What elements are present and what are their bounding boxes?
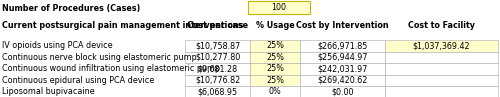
Bar xyxy=(185,52,250,63)
Bar xyxy=(250,74,300,86)
Bar xyxy=(300,86,385,97)
Bar xyxy=(250,40,300,52)
Bar xyxy=(248,1,310,14)
Bar xyxy=(300,40,385,52)
Text: 0%: 0% xyxy=(268,87,281,96)
Text: Number of Procedures (Cases): Number of Procedures (Cases) xyxy=(2,3,140,13)
Text: $10,277.80: $10,277.80 xyxy=(195,53,240,62)
Text: $269,420.62: $269,420.62 xyxy=(318,76,368,85)
Bar xyxy=(300,52,385,63)
Bar xyxy=(250,86,300,97)
Bar xyxy=(385,86,498,97)
Bar xyxy=(385,74,498,86)
Text: Cost by Intervention: Cost by Intervention xyxy=(296,20,389,29)
Bar xyxy=(300,63,385,74)
Text: $9,681.28: $9,681.28 xyxy=(198,64,237,73)
Text: $6,068.95: $6,068.95 xyxy=(198,87,237,96)
Bar xyxy=(185,74,250,86)
Text: $266,971.85: $266,971.85 xyxy=(318,41,368,50)
Text: $1,037,369.42: $1,037,369.42 xyxy=(412,41,470,50)
Text: $10,758.87: $10,758.87 xyxy=(195,41,240,50)
Bar xyxy=(300,74,385,86)
Bar xyxy=(385,40,498,52)
Text: Continuous epidural using PCA device: Continuous epidural using PCA device xyxy=(2,76,154,85)
Bar xyxy=(385,52,498,63)
Text: Continuous wound infiltration using elastomeric pump: Continuous wound infiltration using elas… xyxy=(2,64,220,73)
Text: Liposomal bupivacaine: Liposomal bupivacaine xyxy=(2,87,94,96)
Bar xyxy=(250,52,300,63)
Text: % Usage: % Usage xyxy=(256,20,294,29)
Text: Current postsurgical pain management interventions: Current postsurgical pain management int… xyxy=(2,20,244,29)
Bar xyxy=(185,86,250,97)
Text: $256,944.97: $256,944.97 xyxy=(318,53,368,62)
Text: IV opioids using PCA device: IV opioids using PCA device xyxy=(2,41,112,50)
Text: 100: 100 xyxy=(272,3,286,12)
Bar xyxy=(250,63,300,74)
Bar xyxy=(185,63,250,74)
Text: Cost per case: Cost per case xyxy=(187,20,248,29)
Text: $10,776.82: $10,776.82 xyxy=(195,76,240,85)
Bar xyxy=(385,63,498,74)
Text: 25%: 25% xyxy=(266,76,284,85)
Text: 25%: 25% xyxy=(266,53,284,62)
Text: $242,031.97: $242,031.97 xyxy=(318,64,368,73)
Text: Cost to Facility: Cost to Facility xyxy=(408,20,475,29)
Text: Continuous nerve block using elastomeric pump: Continuous nerve block using elastomeric… xyxy=(2,53,197,62)
Text: 25%: 25% xyxy=(266,41,284,50)
Text: 25%: 25% xyxy=(266,64,284,73)
Bar xyxy=(185,40,250,52)
Text: $0.00: $0.00 xyxy=(331,87,354,96)
